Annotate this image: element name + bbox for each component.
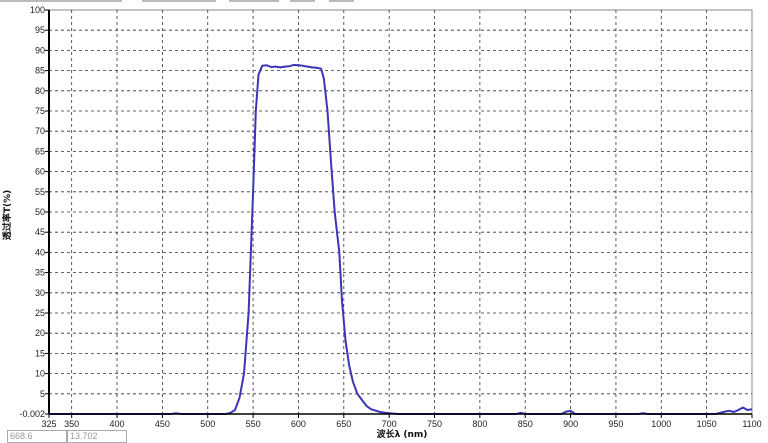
y-tick-label: 95 (35, 25, 45, 35)
x-tick-label: 450 (155, 419, 170, 429)
x-tick-label: 750 (427, 419, 442, 429)
x-tick-label: 325 (41, 419, 56, 429)
y-tick-label: 20 (35, 328, 45, 338)
x-tick-label: 1000 (651, 419, 671, 429)
y-tick-label: 50 (35, 207, 45, 217)
plot-frame (48, 9, 753, 415)
x-tick-label: 550 (246, 419, 261, 429)
y-tick-label: 70 (35, 126, 45, 136)
x-tick-label: 850 (518, 419, 533, 429)
x-tick-label: 900 (563, 419, 578, 429)
y-tick-label: 90 (35, 45, 45, 55)
x-axis-ticks: 325 350 400 450 500 550 600 650 700 750 800 850 900 9… (41, 414, 762, 429)
x-tick-label: 650 (336, 419, 351, 429)
y-tick-label: 30 (35, 288, 45, 298)
x-tick-label: 800 (472, 419, 487, 429)
x-tick-label: 950 (608, 419, 623, 429)
x-tick-label: 350 (64, 419, 79, 429)
y-tick-label: 60 (35, 167, 45, 177)
y-axis-label: 透过率T(%) (1, 190, 13, 240)
x-tick-label: 500 (200, 419, 215, 429)
grid (48, 9, 753, 415)
y-tick-label: 65 (35, 146, 45, 156)
y-axis-ticks: -0.002 5 10 15 20 25 30 35 40 45 50 55 60 65 70 75 80 85 9… (19, 5, 49, 419)
x-tick-label: 1100 (742, 419, 761, 429)
y-tick-label: 55 (35, 187, 45, 197)
y-tick-label: 100 (30, 5, 45, 15)
y-tick-label: 25 (35, 308, 45, 318)
y-tick-label: 80 (35, 86, 45, 96)
y-tick-label: -0.002 (19, 409, 45, 419)
y-tick-label: 10 (35, 369, 45, 379)
x-tick-label: 600 (291, 419, 306, 429)
y-tick-label: 75 (35, 106, 45, 116)
y-readout-field[interactable]: 13.702 (67, 430, 127, 443)
x-tick-label: 1050 (697, 419, 717, 429)
x-tick-label: 400 (110, 419, 125, 429)
x-readout-field[interactable]: 668.6 (7, 430, 67, 443)
y-tick-label: 45 (35, 227, 45, 237)
x-axis-label: 波长λ (nm) (377, 428, 428, 440)
x-tick-label: 700 (382, 419, 397, 429)
top-toolbar-strip (0, 0, 354, 2)
y-tick-label: 15 (35, 348, 45, 358)
y-tick-label: 40 (35, 247, 45, 257)
y-tick-label: 5 (40, 389, 45, 399)
y-tick-label: 85 (35, 66, 45, 76)
y-tick-label: 35 (35, 268, 45, 278)
